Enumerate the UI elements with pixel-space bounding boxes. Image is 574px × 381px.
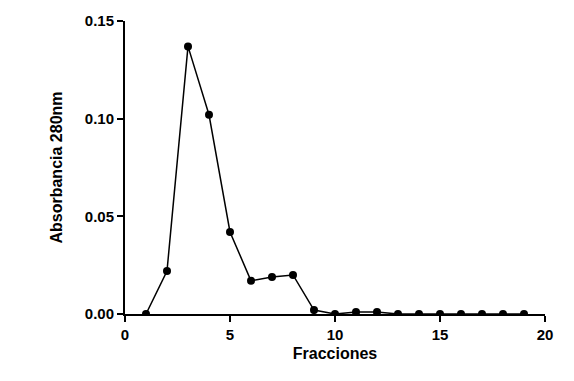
svg-text:0.05: 0.05 xyxy=(85,208,114,225)
svg-text:20: 20 xyxy=(537,326,554,343)
svg-text:0.10: 0.10 xyxy=(85,110,114,127)
svg-text:15: 15 xyxy=(432,326,449,343)
svg-text:0: 0 xyxy=(121,326,129,343)
svg-text:Absorbancia 280nm: Absorbancia 280nm xyxy=(48,91,65,243)
svg-text:0.00: 0.00 xyxy=(85,305,114,322)
svg-text:Fracciones: Fracciones xyxy=(293,345,378,362)
svg-text:5: 5 xyxy=(226,326,234,343)
svg-text:10: 10 xyxy=(327,326,344,343)
svg-text:0.15: 0.15 xyxy=(85,12,114,29)
